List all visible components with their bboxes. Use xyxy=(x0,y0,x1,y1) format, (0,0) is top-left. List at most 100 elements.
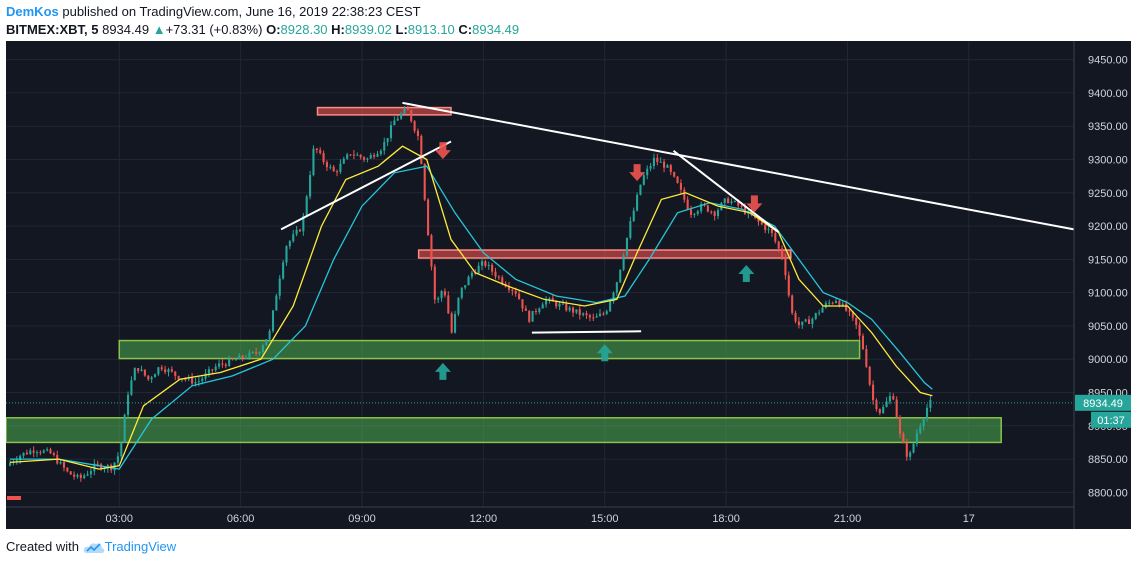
candle-body xyxy=(376,153,379,157)
candle-body xyxy=(642,175,645,185)
candle-body xyxy=(639,184,642,195)
candle-body xyxy=(683,189,686,200)
candle-body xyxy=(201,378,204,382)
y-tick-label: 9350.00 xyxy=(1088,121,1128,133)
candle-body xyxy=(497,276,500,278)
candle-body xyxy=(366,158,369,160)
candle-body xyxy=(268,330,271,340)
candle-body xyxy=(828,302,831,304)
time-axis[interactable]: 03:00 06:00 09:00 12:00 15:00 18:00 21:00 17 xyxy=(106,513,975,525)
candle-body xyxy=(841,303,844,307)
candle-body xyxy=(35,452,39,454)
candle-body xyxy=(804,319,807,322)
candle-body xyxy=(929,399,932,408)
price-axis[interactable]: 9450.00 9400.00 9350.00 9300.00 9250.00 9200.… xyxy=(1088,55,1128,500)
candle-body xyxy=(733,201,736,203)
candle-body xyxy=(538,308,541,312)
x-tick-label: 15:00 xyxy=(591,513,619,525)
candle-body xyxy=(204,373,207,379)
candle-body xyxy=(834,300,838,303)
down-arrow-icon xyxy=(434,142,451,160)
candle-body xyxy=(302,215,305,232)
candle-body xyxy=(177,375,180,380)
countdown-label: 01:37 xyxy=(1097,415,1125,427)
candle-body xyxy=(892,396,895,400)
candle-body xyxy=(760,221,763,225)
candle-body xyxy=(511,289,514,291)
candle-body xyxy=(433,266,436,300)
countdown-bg xyxy=(1091,411,1131,428)
candle-body xyxy=(801,321,804,326)
candle-body xyxy=(386,138,389,143)
publish-line: DemKos published on TradingView.com, Jun… xyxy=(6,4,421,19)
candle-body xyxy=(221,363,224,365)
candle-body xyxy=(83,475,86,478)
candle-body xyxy=(669,165,672,173)
open-label: O: xyxy=(266,22,281,37)
resistance-zone xyxy=(417,249,792,259)
last-price-tag: 8934.49 01:37 xyxy=(6,394,1131,428)
candle-body xyxy=(234,359,237,361)
candle-body xyxy=(656,157,659,163)
candle-body xyxy=(214,366,217,371)
candle-body xyxy=(406,108,409,111)
candle-body xyxy=(309,175,312,197)
candle-body xyxy=(59,462,62,464)
candle-body xyxy=(356,154,359,156)
candle-body xyxy=(622,255,625,270)
candle-body xyxy=(757,217,760,222)
candle-body xyxy=(278,278,281,296)
candle-body xyxy=(548,298,551,300)
candle-body xyxy=(396,118,399,121)
candle-body xyxy=(9,463,12,466)
candle-body xyxy=(322,153,325,163)
candle-body xyxy=(531,310,534,322)
author-name[interactable]: DemKos xyxy=(6,4,59,19)
candle-body xyxy=(373,155,376,157)
candle-body xyxy=(598,313,602,317)
candle-body xyxy=(194,382,197,384)
candle-body xyxy=(467,276,470,286)
candle-body xyxy=(625,237,629,256)
candle-body xyxy=(349,154,352,156)
candle-body xyxy=(143,369,146,376)
x-tick-label: 09:00 xyxy=(348,513,376,525)
candle-body xyxy=(659,161,662,163)
up-arrow-icon xyxy=(738,265,755,283)
candle-body xyxy=(241,355,244,359)
y-tick-label: 9050.00 xyxy=(1088,321,1128,333)
price-chart[interactable]: 9450.00 9400.00 9350.00 9300.00 9250.00 9200.… xyxy=(6,41,1131,529)
candle-body xyxy=(851,311,854,318)
x-tick-label: 18:00 xyxy=(712,513,740,525)
candle-body xyxy=(514,290,517,294)
up-triangle-icon: ▲ xyxy=(152,22,166,37)
candle-body xyxy=(592,317,595,319)
candle-body xyxy=(568,307,571,311)
candle-body xyxy=(19,455,22,461)
tradingview-brand[interactable]: TradingView xyxy=(104,539,177,554)
candle-body xyxy=(329,166,332,168)
published-text: published on TradingView.com, June 16, 2… xyxy=(58,4,421,19)
candle-body xyxy=(878,409,881,414)
candle-body xyxy=(261,345,264,352)
candle-body xyxy=(416,130,420,136)
candle-body xyxy=(797,321,800,326)
candle-body xyxy=(534,310,537,312)
down-arrow-icon xyxy=(746,195,763,213)
candle-body xyxy=(315,148,318,151)
candle-body xyxy=(147,375,150,380)
high-label: H: xyxy=(331,22,345,37)
candle-body xyxy=(713,211,716,217)
candle-body xyxy=(585,313,588,316)
candle-body xyxy=(447,295,450,314)
candle-body xyxy=(831,302,834,304)
candle-body xyxy=(595,316,598,318)
candle-body xyxy=(740,205,743,207)
candle-body xyxy=(770,229,773,233)
up-arrow-icon xyxy=(434,362,451,380)
candle-body xyxy=(228,358,231,366)
candle-body xyxy=(582,313,585,315)
candle-body xyxy=(868,366,871,385)
last-price-bg xyxy=(1075,394,1131,411)
candle-body xyxy=(885,401,888,407)
